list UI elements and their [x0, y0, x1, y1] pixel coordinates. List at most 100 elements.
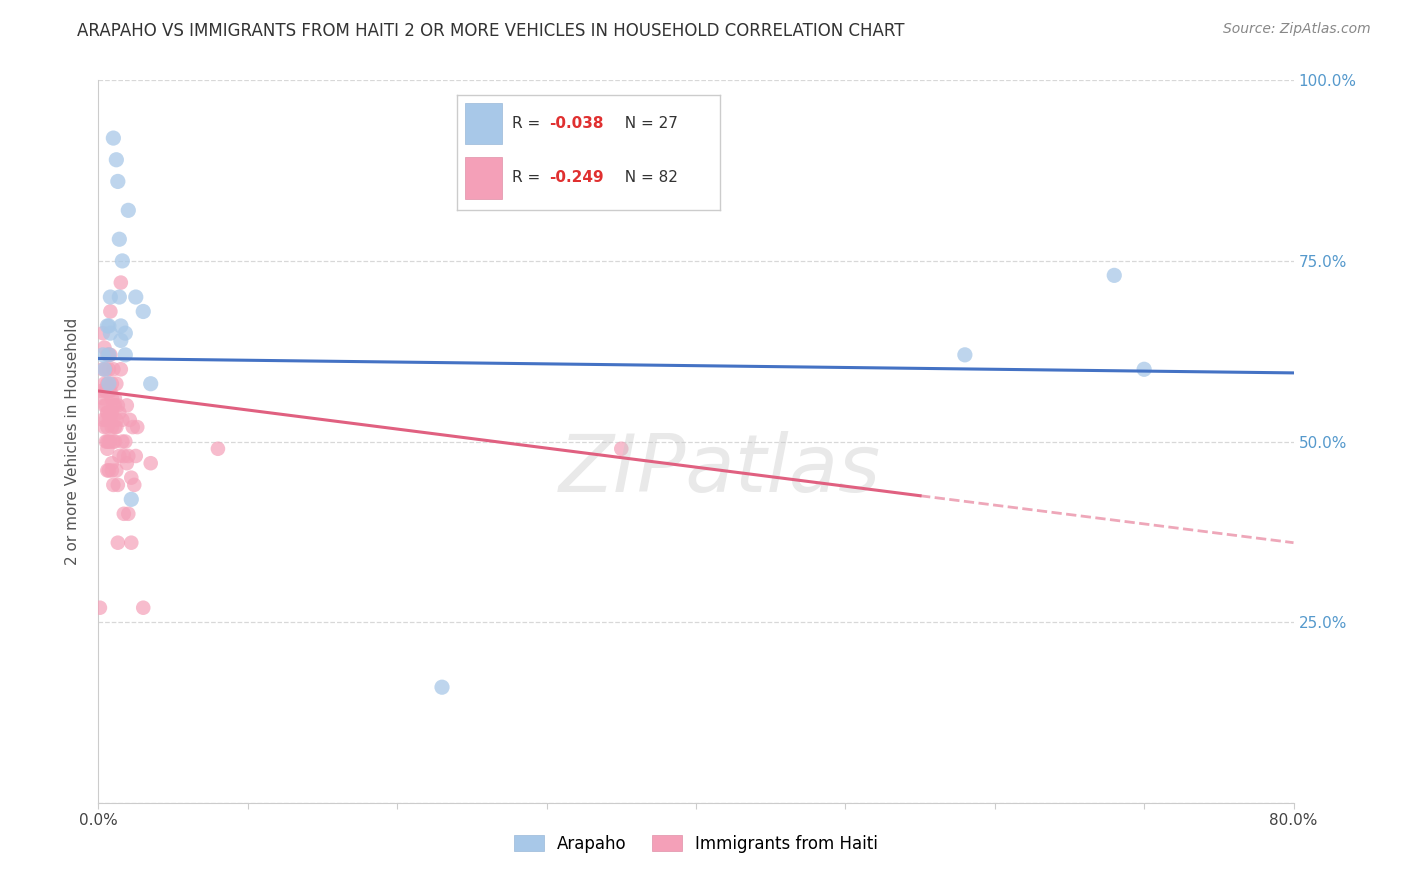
Point	[127, 420, 149, 434]
Point	[97, 413, 120, 427]
Point	[108, 406, 131, 420]
Point	[107, 478, 129, 492]
Point	[115, 398, 138, 412]
Point	[93, 420, 115, 434]
Point	[125, 449, 148, 463]
Point	[117, 507, 139, 521]
Point	[98, 348, 122, 362]
Point	[94, 362, 117, 376]
Point	[94, 398, 117, 412]
Point	[110, 318, 132, 333]
Point	[96, 318, 118, 333]
Point	[1133, 362, 1156, 376]
Point	[97, 434, 120, 449]
Text: ARAPAHO VS IMMIGRANTS FROM HAITI 2 OR MORE VEHICLES IN HOUSEHOLD CORRELATION CHA: ARAPAHO VS IMMIGRANTS FROM HAITI 2 OR MO…	[77, 22, 905, 40]
Point	[121, 420, 143, 434]
Point	[104, 434, 127, 449]
Point	[96, 442, 118, 456]
Point	[105, 153, 128, 167]
Point	[90, 384, 112, 398]
Point	[124, 478, 146, 492]
Point	[107, 398, 129, 412]
Point	[610, 442, 633, 456]
Point	[91, 348, 114, 362]
Point	[96, 434, 118, 449]
Point	[93, 398, 115, 412]
Point	[98, 413, 122, 427]
Point	[1104, 268, 1126, 283]
Point	[101, 376, 124, 391]
Point	[98, 326, 122, 340]
Point	[101, 391, 124, 405]
Point	[110, 362, 132, 376]
Point	[132, 304, 155, 318]
Point	[108, 232, 131, 246]
Point	[97, 348, 120, 362]
Point	[115, 456, 138, 470]
Point	[93, 376, 115, 391]
Point	[107, 535, 129, 549]
Point	[98, 384, 122, 398]
Point	[94, 434, 117, 449]
Point	[120, 492, 142, 507]
Point	[97, 463, 120, 477]
Point	[103, 398, 125, 412]
Point	[110, 334, 132, 348]
Point	[96, 406, 118, 420]
Point	[101, 420, 124, 434]
Point	[139, 376, 162, 391]
Point	[132, 600, 155, 615]
Point	[93, 362, 115, 376]
Point	[953, 348, 976, 362]
Point	[91, 413, 114, 427]
Point	[98, 290, 122, 304]
Point	[97, 376, 120, 391]
Point	[118, 413, 141, 427]
Point	[103, 362, 125, 376]
Point	[112, 507, 135, 521]
Point	[117, 203, 139, 218]
Point	[207, 442, 229, 456]
Point	[108, 449, 131, 463]
Point	[91, 391, 114, 405]
Point	[139, 456, 162, 470]
Point	[111, 253, 134, 268]
Point	[104, 398, 127, 412]
Point	[101, 456, 124, 470]
Point	[105, 376, 128, 391]
Point	[96, 420, 118, 434]
Point	[103, 131, 125, 145]
Point	[107, 174, 129, 188]
Point	[91, 362, 114, 376]
Point	[94, 384, 117, 398]
Y-axis label: 2 or more Vehicles in Household: 2 or more Vehicles in Household	[65, 318, 80, 566]
Legend: Arapaho, Immigrants from Haiti: Arapaho, Immigrants from Haiti	[508, 828, 884, 860]
Point	[98, 406, 122, 420]
Point	[97, 362, 120, 376]
Point	[96, 376, 118, 391]
Point	[97, 348, 120, 362]
Point	[94, 384, 117, 398]
Point	[101, 463, 124, 477]
Point	[114, 348, 136, 362]
Text: ZIPatlas: ZIPatlas	[558, 432, 882, 509]
Point	[97, 318, 120, 333]
Point	[96, 406, 118, 420]
Point	[110, 276, 132, 290]
Point	[97, 376, 120, 391]
Point	[105, 463, 128, 477]
Point	[98, 304, 122, 318]
Point	[105, 420, 128, 434]
Point	[93, 341, 115, 355]
Point	[112, 449, 135, 463]
Point	[97, 384, 120, 398]
Point	[120, 535, 142, 549]
Point	[111, 434, 134, 449]
Point	[103, 434, 125, 449]
Point	[430, 680, 453, 694]
Text: Source: ZipAtlas.com: Source: ZipAtlas.com	[1223, 22, 1371, 37]
Point	[96, 348, 118, 362]
Point	[89, 600, 111, 615]
Point	[108, 290, 131, 304]
Point	[91, 326, 114, 340]
